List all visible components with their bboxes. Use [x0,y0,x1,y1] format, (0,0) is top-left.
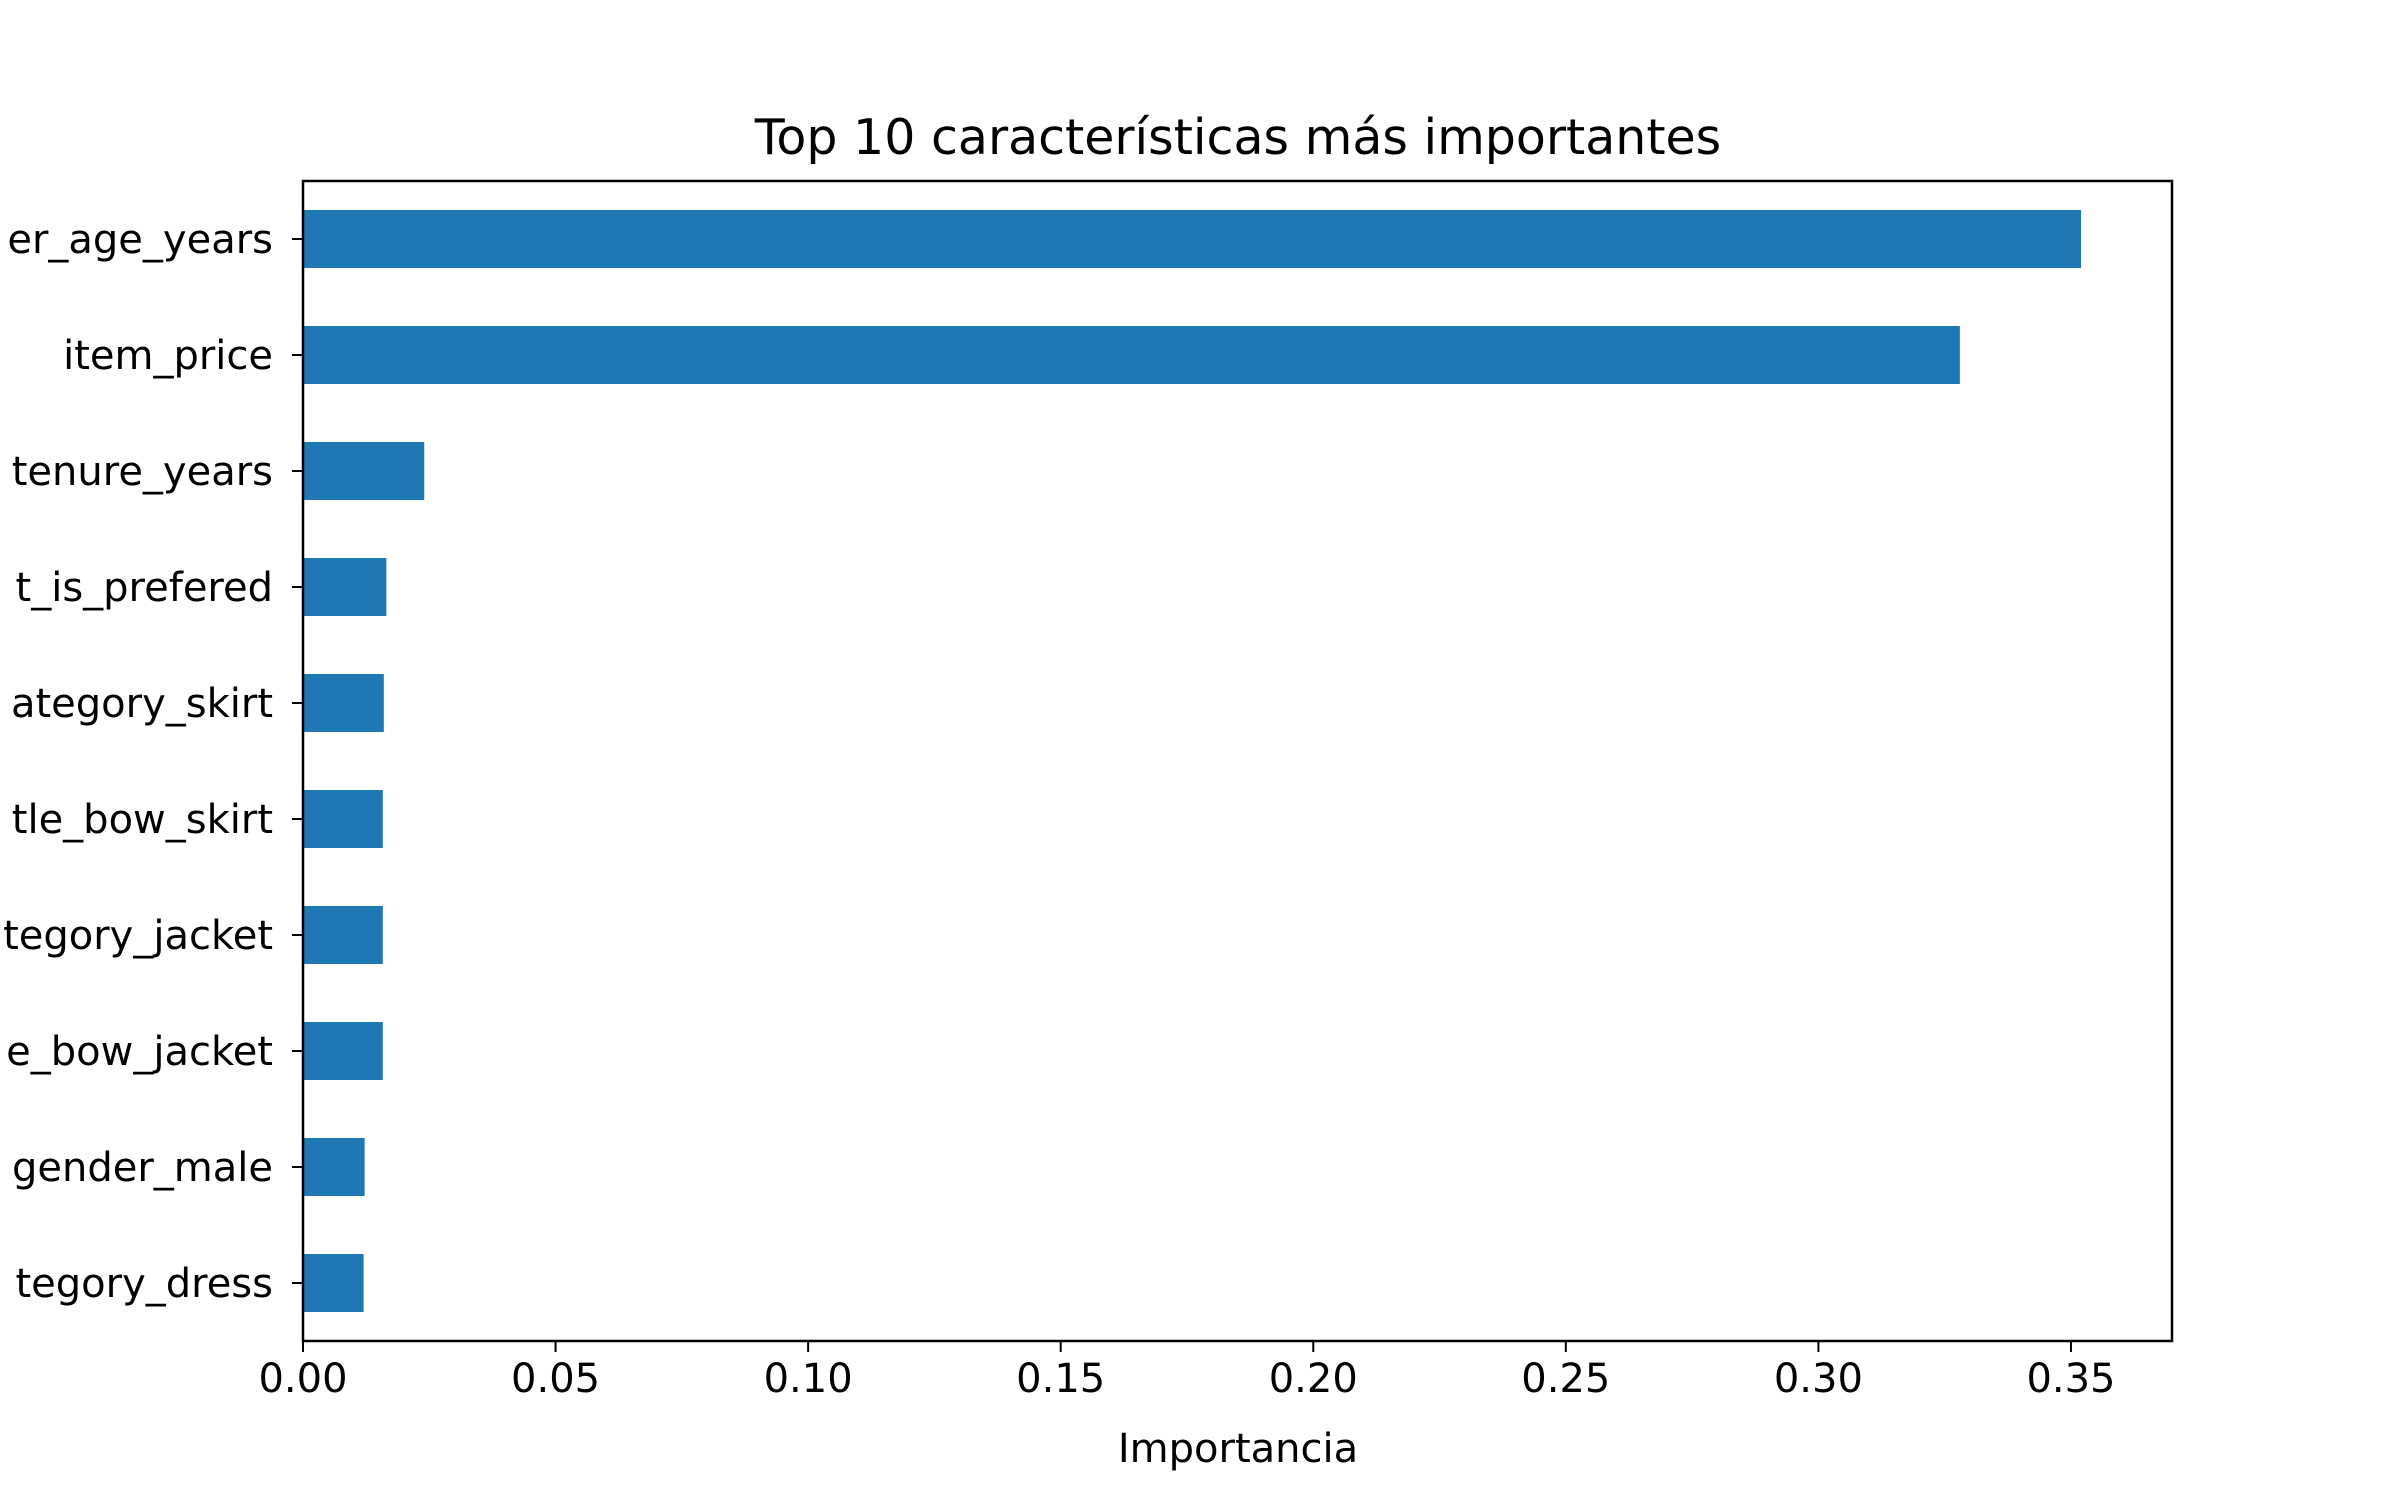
x-tick-label: 0.10 [764,1356,853,1402]
bar-tegory_dress [303,1254,364,1312]
bar-tle_bow_skirt [303,790,383,848]
x-axis-ticks: 0.00 0.05 0.10 0.15 0.20 0.25 0.30 0.35 [258,1341,2116,1402]
y-tick-label: ategory_skirt [11,681,273,727]
x-tick-label: 0.15 [1016,1356,1105,1402]
x-tick-label: 0.20 [1269,1356,1358,1402]
x-axis-label: Importancia [1118,1426,1358,1472]
x-tick-label: 0.25 [1521,1356,1610,1402]
y-tick-label: tegory_dress [15,1261,273,1307]
chart-title: Top 10 características más importantes [754,109,1721,166]
bar-t_is_prefered [303,558,387,616]
bar-e_bow_jacket [303,1022,383,1080]
y-tick-label: tenure_years [12,449,273,495]
y-tick-label: item_price [63,333,273,379]
plot-frame [301,179,2174,1343]
y-tick-label: tle_bow_skirt [12,797,273,843]
y-tick-label: er_age_years [7,217,273,263]
y-tick-label: e_bow_jacket [6,1029,273,1075]
bar-gender_male [303,1138,365,1196]
x-tick-label: 0.35 [2026,1356,2115,1402]
y-tick-label: tegory_jacket [3,913,273,959]
x-tick-label: 0.05 [511,1356,600,1402]
y-tick-label: gender_male [12,1145,273,1191]
bar-tegory_jacket [303,906,383,964]
bar-er_age_years [303,210,2082,268]
x-tick-label: 0.00 [258,1356,347,1402]
y-tick-label: t_is_prefered [16,565,273,611]
bars-group [303,210,2082,1312]
x-tick-label: 0.30 [1774,1356,1863,1402]
bar-item_price [303,326,1960,384]
bar-ategory_skirt [303,674,384,732]
y-axis-ticks: er_age_years item_price tenure_years t_is_p… [3,217,303,1307]
bar-tenure_years [303,442,425,500]
